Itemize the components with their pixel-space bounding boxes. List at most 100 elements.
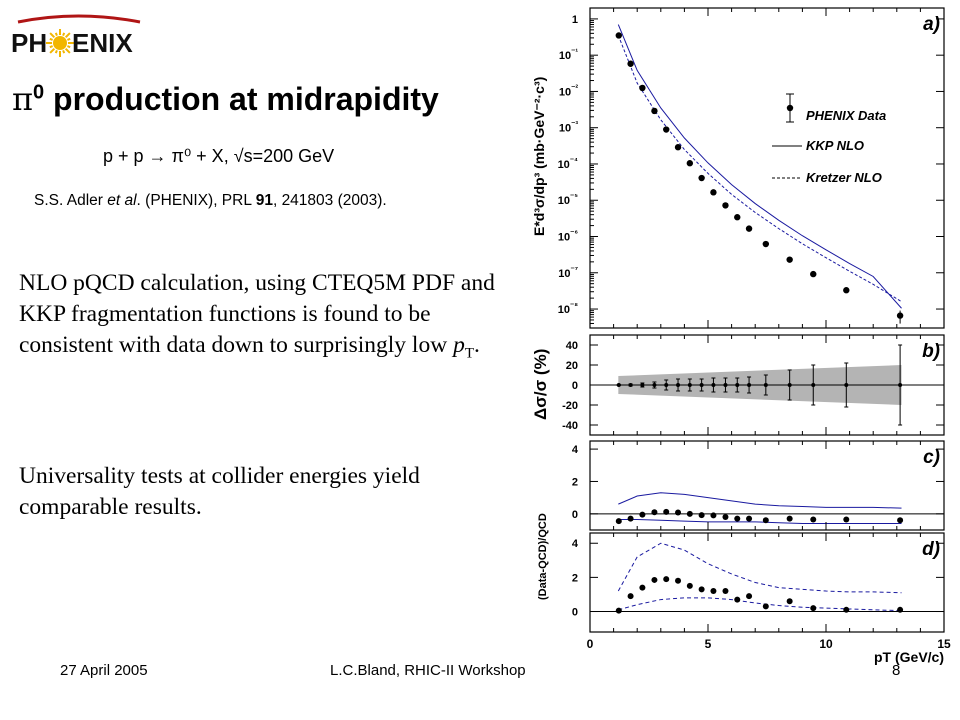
chart-panel-b: 40 20 0 -20 -40 b)	[562, 334, 945, 436]
x-tick-label: 10	[819, 637, 833, 651]
y-tick-label: 10⁻⁸	[558, 301, 578, 316]
data-point	[897, 517, 904, 524]
logo-text-right: ENIX	[72, 28, 133, 58]
data-point	[811, 383, 816, 387]
logo-sun-ray	[64, 32, 71, 39]
logo-text-left: PH	[11, 28, 47, 58]
data-point	[734, 214, 741, 221]
x-axis-label: pT (GeV/c)	[874, 649, 944, 665]
y-tick-label: 0	[572, 509, 578, 521]
panel-label: d)	[922, 539, 940, 560]
data-point	[663, 576, 670, 583]
panel-frame	[589, 532, 945, 633]
data-point	[628, 383, 633, 387]
y-tick-label: 10⁻³	[559, 120, 578, 135]
data-point	[787, 383, 792, 387]
y-tick-base: 10	[559, 50, 571, 62]
data-point	[615, 518, 622, 525]
data-point	[810, 270, 817, 278]
phenix-logo: PH ENIX	[8, 14, 150, 62]
data-point	[639, 584, 646, 591]
panel-label: c)	[923, 447, 940, 468]
y-tick-exponent: ⁻¹	[571, 47, 578, 56]
data-point	[663, 508, 670, 515]
chart-panel-a: 110⁻¹10⁻²10⁻³10⁻⁴10⁻⁵10⁻⁶10⁻⁷10⁻⁸a)	[558, 7, 945, 329]
data-point	[843, 287, 850, 294]
logo-sun-ray	[67, 45, 71, 49]
x-tick-label: 5	[705, 637, 712, 651]
logo-sun-ray	[67, 37, 71, 41]
y-tick-exponent: ⁻³	[571, 120, 578, 129]
data-point	[699, 383, 704, 387]
data-point	[747, 383, 752, 387]
data-point	[722, 202, 729, 209]
data-point	[734, 596, 741, 603]
paragraph-nlo-var: p	[453, 332, 465, 358]
data-point	[722, 514, 729, 521]
y-tick-exponent: ⁻⁵	[570, 192, 578, 201]
slide-title: π0 production at midrapidity	[12, 80, 439, 118]
data-point	[686, 510, 693, 517]
data-point	[710, 189, 717, 196]
data-point	[674, 144, 682, 151]
y-tick-label: 2	[572, 476, 578, 488]
citation-etal: et al	[107, 192, 137, 209]
logo-sun-ray	[64, 47, 71, 54]
logo-sun-ray	[54, 50, 58, 54]
data-point	[762, 517, 769, 524]
data-point	[640, 383, 645, 387]
theory-band-lower	[618, 518, 902, 525]
paragraph-nlo-sub: T	[464, 345, 474, 362]
data-point	[615, 32, 622, 39]
logo-sun-ray	[49, 32, 56, 39]
y-tick-exponent: ⁻⁴	[570, 156, 578, 165]
y-tick-label: 0	[572, 380, 578, 392]
data-point	[698, 586, 705, 593]
y-tick-label: 10⁻²	[559, 83, 578, 98]
data-point	[786, 515, 793, 522]
theory-band-lower	[618, 597, 902, 612]
kretzer-nlo-curve	[617, 35, 902, 303]
x-tick-label: 0	[587, 637, 594, 651]
panel-label: b)	[922, 341, 940, 362]
title-superscript: 0	[33, 81, 45, 104]
citation-volume: 91	[255, 192, 273, 209]
data-point	[651, 107, 658, 115]
y-tick-label: -20	[562, 400, 578, 412]
panel-frame	[589, 7, 945, 329]
y-tick-exponent: ⁻⁷	[570, 265, 578, 274]
y-tick-base: 10	[558, 159, 570, 171]
citation-authors: S.S. Adler	[34, 192, 108, 209]
logo-sun-ray	[62, 50, 66, 54]
data-point	[746, 515, 753, 522]
y-tick-base: 10	[559, 86, 571, 98]
panel-frame	[589, 440, 945, 531]
y-axis-label-cd: (Data-QCD)/QCD	[537, 513, 549, 600]
data-point	[810, 605, 817, 612]
phenix-logo-graphic: PH ENIX	[11, 14, 141, 58]
paragraph-nlo-end: .	[473, 332, 480, 358]
logo-sun-ray	[49, 37, 53, 41]
y-tick-base: 10	[558, 232, 570, 244]
footer-center: L.C.Bland, RHIC-II Workshop	[330, 662, 526, 679]
data-point	[711, 383, 716, 387]
legend-data-marker	[786, 104, 794, 112]
legend-label-data: PHENIX Data	[806, 108, 886, 123]
y-tick-label: 4	[572, 444, 579, 456]
y-tick-label: 10⁻⁴	[558, 156, 578, 171]
data-point	[843, 606, 850, 613]
y-tick-label: 20	[566, 360, 578, 372]
data-point	[786, 598, 793, 605]
legend-label-kretzer: Kretzer NLO	[806, 170, 882, 185]
theory-band-upper	[618, 492, 902, 509]
data-point	[786, 256, 793, 263]
y-tick-label: 1	[572, 14, 578, 26]
data-point	[698, 512, 705, 519]
title-pi-symbol: π	[12, 80, 34, 118]
data-point	[627, 515, 634, 522]
y-tick-label: 10⁻⁶	[558, 229, 578, 244]
logo-sun-ray	[49, 45, 53, 49]
y-tick-label: 10⁻⁷	[558, 265, 578, 280]
chart-panel-d: 4 2 0 0 5 10 15 d)	[572, 532, 951, 651]
data-point	[734, 515, 741, 522]
